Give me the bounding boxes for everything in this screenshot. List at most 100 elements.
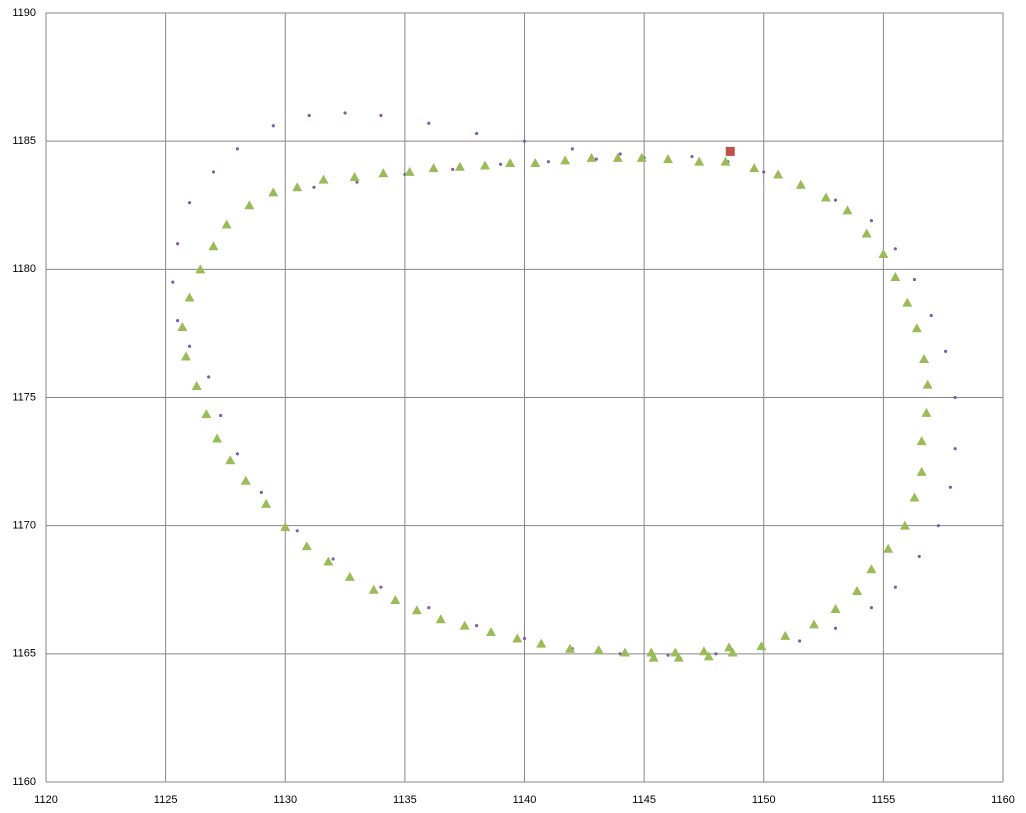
point bbox=[725, 146, 735, 156]
point bbox=[171, 280, 175, 284]
point bbox=[703, 651, 714, 661]
point bbox=[536, 638, 547, 648]
x-tick-label: 1120 bbox=[34, 794, 58, 806]
x-tick-label: 1150 bbox=[752, 794, 776, 806]
point bbox=[636, 152, 647, 162]
point bbox=[909, 492, 920, 502]
point bbox=[355, 180, 359, 184]
point bbox=[459, 620, 470, 630]
point bbox=[893, 247, 897, 251]
point bbox=[184, 292, 195, 302]
point bbox=[869, 606, 874, 610]
point bbox=[943, 349, 948, 353]
point bbox=[936, 524, 941, 528]
point bbox=[522, 636, 527, 641]
point bbox=[208, 241, 219, 251]
point bbox=[318, 174, 329, 184]
point bbox=[564, 643, 575, 653]
point bbox=[307, 113, 311, 118]
point bbox=[666, 653, 670, 657]
point bbox=[762, 170, 766, 174]
y-tick-label: 1170 bbox=[12, 520, 36, 532]
point bbox=[235, 147, 239, 151]
point bbox=[919, 354, 930, 364]
point bbox=[560, 155, 571, 165]
point bbox=[612, 152, 623, 162]
point bbox=[428, 163, 439, 173]
point bbox=[512, 633, 523, 643]
point bbox=[344, 571, 355, 581]
point bbox=[280, 521, 291, 531]
y-tick-label: 1180 bbox=[12, 263, 36, 275]
point bbox=[899, 520, 910, 530]
point bbox=[240, 475, 251, 485]
point bbox=[177, 322, 188, 332]
point bbox=[648, 652, 659, 662]
point bbox=[390, 595, 401, 605]
point bbox=[301, 541, 312, 551]
point bbox=[912, 277, 917, 282]
point bbox=[852, 586, 863, 596]
point bbox=[212, 433, 223, 443]
point bbox=[618, 652, 622, 656]
point bbox=[454, 161, 465, 171]
point bbox=[619, 647, 630, 657]
point bbox=[714, 652, 718, 656]
x-tick-label: 1140 bbox=[513, 794, 537, 806]
point bbox=[780, 630, 791, 640]
point bbox=[663, 154, 674, 164]
point bbox=[187, 201, 192, 205]
point bbox=[618, 152, 622, 156]
point bbox=[404, 166, 415, 176]
point bbox=[948, 485, 952, 489]
x-tick-label: 1160 bbox=[991, 794, 1015, 806]
point bbox=[435, 614, 446, 624]
point bbox=[916, 466, 927, 476]
point bbox=[953, 395, 957, 400]
point bbox=[833, 198, 838, 202]
point bbox=[175, 242, 180, 246]
point bbox=[343, 111, 347, 115]
point bbox=[594, 157, 598, 161]
y-tick-label: 1190 bbox=[12, 7, 36, 19]
point bbox=[271, 124, 275, 128]
point bbox=[878, 248, 889, 258]
point bbox=[893, 585, 897, 589]
point bbox=[498, 162, 503, 166]
y-tick-label: 1185 bbox=[12, 135, 36, 147]
x-tick-label: 1125 bbox=[154, 794, 178, 806]
point bbox=[530, 157, 541, 167]
point bbox=[522, 139, 527, 143]
point bbox=[916, 436, 927, 446]
point bbox=[175, 319, 180, 323]
point bbox=[187, 344, 192, 348]
point bbox=[773, 169, 784, 179]
point bbox=[698, 646, 709, 656]
y-tick-label: 1175 bbox=[12, 391, 36, 403]
point bbox=[593, 644, 604, 654]
point bbox=[670, 647, 681, 657]
point bbox=[379, 585, 383, 589]
point bbox=[331, 557, 335, 561]
point bbox=[427, 606, 431, 610]
point bbox=[180, 351, 191, 361]
point bbox=[842, 205, 853, 215]
point bbox=[411, 605, 422, 615]
point bbox=[323, 556, 334, 566]
point bbox=[866, 564, 877, 574]
point bbox=[268, 187, 279, 197]
point bbox=[808, 619, 819, 629]
point bbox=[902, 297, 913, 307]
point bbox=[749, 163, 760, 173]
point bbox=[570, 147, 574, 151]
point bbox=[694, 156, 705, 166]
point bbox=[427, 121, 431, 125]
point bbox=[727, 647, 738, 657]
point bbox=[646, 647, 657, 657]
point bbox=[505, 157, 516, 167]
point bbox=[191, 380, 202, 390]
point bbox=[451, 167, 455, 171]
point bbox=[195, 264, 206, 274]
